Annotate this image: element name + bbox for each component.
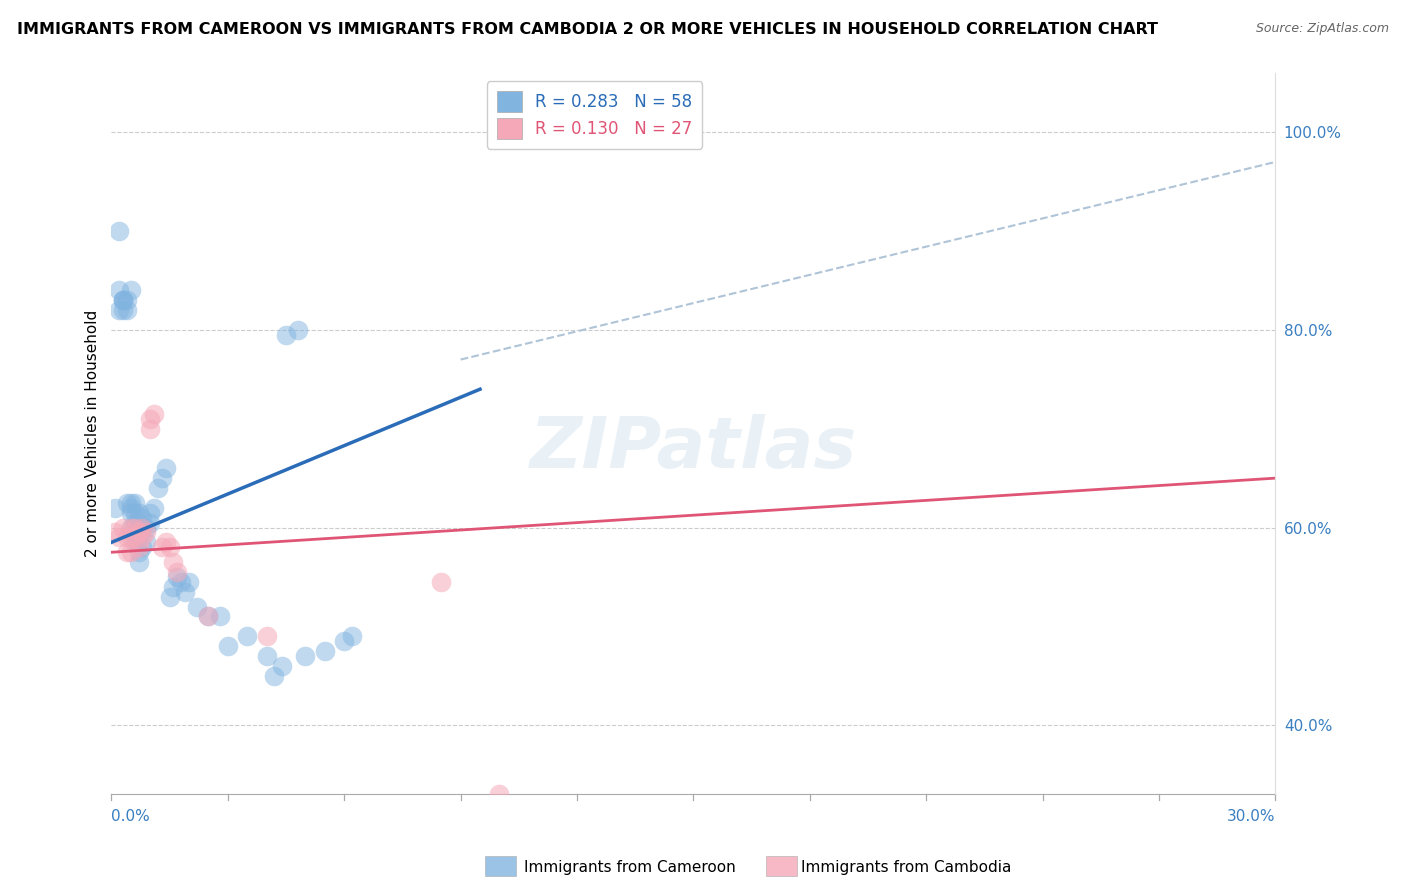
Point (124, 531, 146, 545)
Point (120, 496, 142, 510)
Point (186, 599, 208, 614)
Point (287, 323, 309, 337)
Point (271, 659, 294, 673)
Point (256, 629, 278, 643)
Point (128, 531, 150, 545)
Point (159, 541, 181, 555)
Point (120, 545, 142, 559)
Point (128, 525, 150, 540)
Point (150, 471, 173, 485)
Point (128, 520, 150, 534)
Point (120, 520, 142, 534)
Point (143, 407, 166, 421)
Text: IMMIGRANTS FROM CAMEROON VS IMMIGRANTS FROM CAMBODIA 2 OR MORE VEHICLES IN HOUSE: IMMIGRANTS FROM CAMEROON VS IMMIGRANTS F… (17, 22, 1159, 37)
Point (112, 520, 135, 534)
Point (115, 293, 138, 308)
Point (135, 535, 157, 549)
Point (104, 525, 127, 540)
Point (124, 520, 146, 534)
Point (263, 669, 285, 683)
Point (430, 574, 453, 589)
Point (197, 609, 219, 624)
Point (139, 412, 162, 426)
Point (112, 293, 135, 308)
Text: 0.0%: 0.0% (111, 809, 150, 824)
Point (112, 293, 135, 308)
Point (115, 303, 138, 318)
Point (120, 531, 142, 545)
Point (256, 648, 278, 663)
Point (124, 496, 146, 510)
Point (146, 481, 169, 495)
Point (166, 570, 188, 584)
Point (197, 609, 219, 624)
Point (139, 506, 162, 520)
Point (115, 496, 138, 510)
Point (217, 639, 239, 653)
Point (128, 541, 150, 555)
Point (108, 224, 131, 238)
Point (131, 531, 153, 545)
Point (174, 584, 197, 599)
Text: ZIPatlas: ZIPatlas (530, 414, 858, 483)
Y-axis label: 2 or more Vehicles in Household: 2 or more Vehicles in Household (86, 310, 100, 558)
Point (159, 590, 181, 604)
Point (170, 574, 193, 589)
Point (120, 520, 142, 534)
Point (120, 506, 142, 520)
Point (128, 545, 150, 559)
Point (131, 520, 153, 534)
Point (294, 648, 316, 663)
Point (131, 520, 153, 534)
Text: 30.0%: 30.0% (1227, 809, 1275, 824)
Point (120, 500, 142, 515)
Point (124, 516, 146, 530)
Point (131, 510, 153, 524)
Text: Source: ZipAtlas.com: Source: ZipAtlas.com (1256, 22, 1389, 36)
Point (135, 525, 157, 540)
Point (135, 520, 157, 534)
Point (333, 634, 356, 648)
Point (139, 422, 162, 436)
Legend: R = 0.283   N = 58, R = 0.130   N = 27: R = 0.283 N = 58, R = 0.130 N = 27 (486, 81, 702, 149)
Point (488, 788, 510, 802)
Point (124, 535, 146, 549)
Text: Immigrants from Cambodia: Immigrants from Cambodia (801, 860, 1012, 874)
Point (314, 644, 336, 658)
Point (115, 545, 138, 559)
Point (340, 629, 363, 643)
Point (124, 506, 146, 520)
Point (209, 609, 232, 624)
Point (108, 284, 131, 298)
Point (112, 293, 135, 308)
Point (115, 531, 138, 545)
Point (104, 500, 127, 515)
Point (274, 327, 297, 342)
Point (128, 555, 150, 569)
Point (128, 506, 150, 520)
Point (155, 461, 177, 475)
Point (166, 565, 188, 579)
Point (177, 574, 200, 589)
Point (150, 541, 173, 555)
Point (124, 525, 146, 540)
Point (108, 531, 131, 545)
Point (162, 555, 184, 569)
Point (139, 516, 162, 530)
Point (112, 303, 135, 318)
Point (120, 284, 142, 298)
Point (644, 125, 666, 139)
Point (155, 535, 177, 549)
Point (236, 629, 259, 643)
Point (143, 500, 166, 515)
Text: Immigrants from Cameroon: Immigrants from Cameroon (524, 860, 737, 874)
Point (108, 303, 131, 318)
Point (162, 580, 184, 594)
Point (131, 541, 153, 555)
